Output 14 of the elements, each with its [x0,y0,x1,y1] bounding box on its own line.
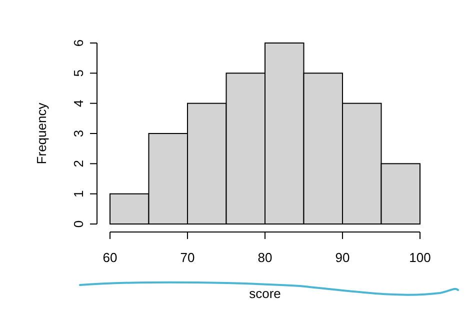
y-tick-label: 5 [71,70,86,77]
y-tick-label: 3 [71,130,86,138]
x-tick-label: 100 [409,250,431,265]
y-tick-label: 1 [71,190,86,198]
y-tick-label: 2 [71,160,86,168]
y-axis-title: Frequency [34,102,49,164]
y-tick-label: 0 [71,220,86,228]
x-tick-label: 70 [180,250,195,265]
x-tick-label: 60 [102,250,118,265]
y-tick-label: 4 [71,100,86,107]
x-tick-label: 90 [335,250,350,265]
x-axis-title: score [249,286,281,301]
x-tick-label: 80 [258,250,272,265]
y-tick-label: 6 [71,39,86,47]
